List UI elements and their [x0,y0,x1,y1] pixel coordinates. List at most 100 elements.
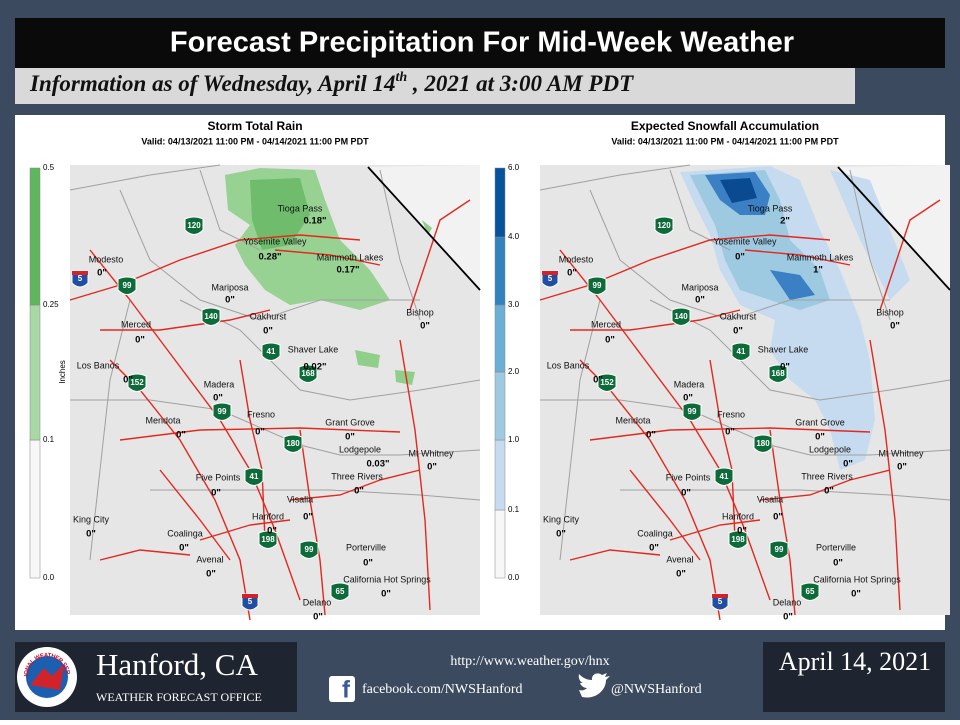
road [629,469,701,561]
place-name: Modesto [559,254,594,264]
road [409,199,471,311]
shield-number: 99 [218,407,227,416]
place-value: 0" [737,526,747,537]
place-name: Five Points [196,472,241,482]
shield-number: 41 [267,347,276,356]
shield-number: 41 [737,347,746,356]
road [569,549,661,561]
place-name: Oakhurst [720,311,757,321]
road [570,309,741,331]
state-shield [117,276,137,295]
place-name: Madera [204,379,235,389]
valid-time: Valid: 04/13/2021 11:00 PM - 04/14/2021 … [141,136,369,146]
place-value: 0" [255,427,265,438]
place-value: 0" [427,462,437,473]
state-shield [654,216,674,235]
shield-number: 41 [720,472,729,481]
place-value: 1" [813,265,823,276]
place-value: 0" [833,558,843,569]
subtitle-text: Information as of Wednesday, April 14 [29,71,395,96]
valid-time: Valid: 04/13/2021 11:00 PM - 04/14/2021 … [611,136,839,146]
place-value: 0" [733,326,743,337]
place-value: 0" [843,459,853,470]
state-shield [728,530,748,549]
shield-number: 99 [593,281,602,290]
county-line [199,169,261,251]
colorbar-segment [29,439,41,579]
place-value: 0" [225,295,235,306]
county-line [539,164,691,191]
place-value: 0" [135,335,145,346]
state-border [367,166,481,291]
place-value: 0" [381,589,391,600]
office-name: Hanford, CA [96,647,258,682]
place-value: 0" [783,612,793,623]
colorbar-tick-label: 1.0 [508,435,520,444]
place-value: 0.03" [367,459,390,470]
shield-number: 140 [674,312,688,321]
county-line [620,489,951,501]
place-name: Mammoth Lakes [317,252,384,262]
shield-number: 99 [123,281,132,290]
shield-number: 198 [731,535,745,544]
place-value: 0" [567,268,577,279]
place-name: California Hot Springs [343,574,431,584]
snow-area-heavy [705,172,815,300]
map-title: Expected Snowfall Accumulation [631,119,819,133]
rain-map: Storm Total Rain Valid: 04/13/2021 11:00 … [29,119,481,623]
road [119,427,401,441]
colorbar-tick-label: 0.25 [43,300,59,309]
map-title: Storm Total Rain [207,119,302,133]
twitter-icon [578,673,610,698]
state-shield [753,434,773,453]
shield-number: 5 [78,274,83,283]
place-name: Mendota [145,415,180,425]
place-value: 0" [815,432,825,443]
county-line [179,299,481,401]
shield-number: 41 [250,472,259,481]
road [239,359,266,541]
place-value: 0" [97,268,107,279]
county-line [669,169,731,251]
nws-logo-mark [30,664,64,690]
road [869,339,901,611]
place-value: 0" [176,430,186,441]
state-shield [261,342,281,361]
date: April 14, 2021 [778,647,932,676]
place-name: Mendota [615,415,650,425]
place-value: 0" [123,375,133,386]
place-value: 0" [890,321,900,332]
county-line [150,489,481,501]
place-name: Tioga Pass [278,203,323,213]
place-name: Oakhurst [250,311,287,321]
place-name: Mariposa [211,282,248,292]
shield-number: 180 [286,439,300,448]
place-name: Mariposa [681,282,718,292]
shield-number: 140 [204,312,218,321]
facebook-icon [329,676,355,702]
place-name: Los Banos [547,360,590,370]
subtitle-bar [15,68,855,104]
state-shield [184,216,204,235]
state-shield [212,402,232,421]
interstate-shield-top [242,594,258,598]
shield-number: 120 [657,221,671,230]
state-shield [769,540,789,559]
state-shield [671,307,691,326]
place-name: Mt Whitney [878,448,924,458]
shield-number: 152 [600,378,614,387]
road [159,469,231,561]
place-value: 0" [735,252,745,263]
shield-number: 99 [305,545,314,554]
place-name: King City [543,514,580,524]
place-value: 0" [420,321,430,332]
shield-number: 5 [548,274,553,283]
place-value: 0" [179,543,189,554]
interstate-shield-top [542,271,558,275]
colorbar-segment [494,236,506,306]
interstate-shield-top [712,594,728,598]
shield-number: 5 [718,597,723,606]
place-name: Delano [773,597,802,607]
state-shield [299,540,319,559]
place-name: Madera [674,379,705,389]
